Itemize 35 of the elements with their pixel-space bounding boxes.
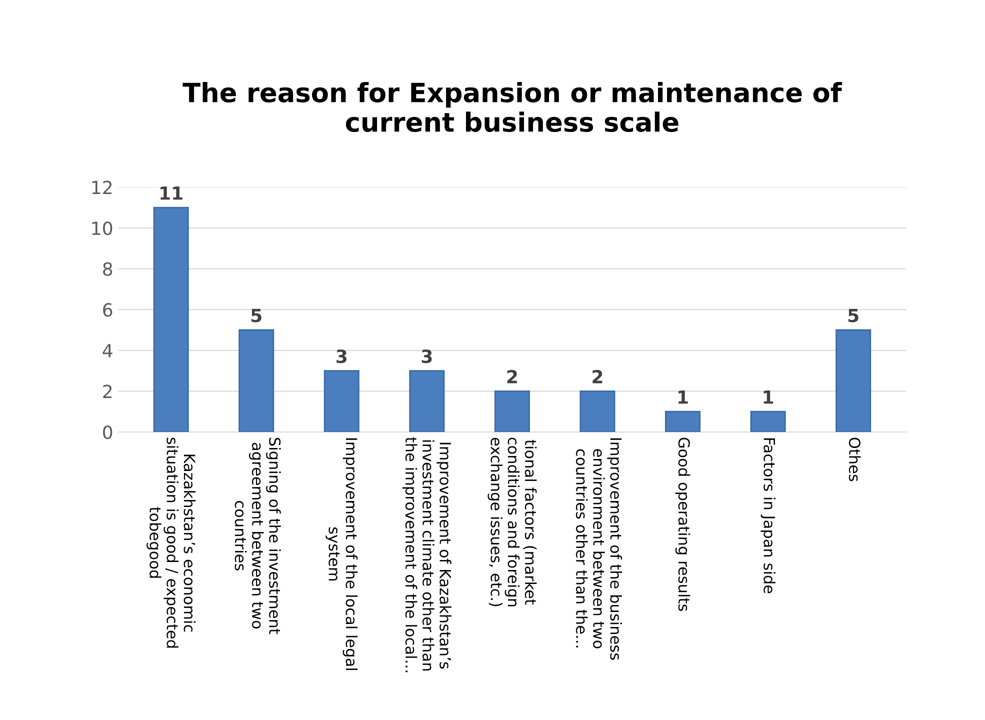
x-tick-label: Good operating results — [675, 438, 690, 611]
data-label: 11 — [160, 186, 182, 200]
data-label: 3 — [422, 349, 432, 364]
data-label: 2 — [592, 370, 602, 384]
y-tick-label: 8 — [103, 262, 112, 276]
chart-title: The reason for Expansion or maintenance of current business scale — [182, 82, 842, 132]
bar — [494, 390, 530, 432]
data-label: 5 — [848, 308, 858, 322]
y-tick-label: 4 — [102, 344, 112, 358]
x-tick-label: Othes — [848, 438, 861, 482]
bar — [153, 206, 189, 432]
data-label: 1 — [678, 390, 688, 404]
y-tick-label: 12 — [92, 180, 112, 194]
x-tick-label: Improvement of the local legal system — [326, 438, 358, 670]
bar — [750, 410, 786, 432]
bar — [836, 329, 872, 432]
x-tick-label: Factors in Japan side — [760, 438, 776, 594]
data-label: 2 — [507, 370, 517, 384]
bar — [238, 329, 274, 432]
y-tick-label: 6 — [103, 303, 112, 317]
bar — [409, 370, 445, 432]
bar — [580, 390, 616, 432]
bar — [665, 410, 701, 432]
bar — [324, 370, 360, 432]
data-label: 5 — [251, 308, 262, 322]
y-tick-label: 10 — [92, 221, 112, 236]
x-tick-label: Improvement of the business environment between two countries other than the... — [576, 438, 622, 660]
data-label: 1 — [764, 390, 774, 404]
x-tick-label: Improvement of Kazakhstan’s investment climate other than the improvement of the local... — [402, 437, 452, 672]
x-tick-label: Signing of the investment agreement between two countries — [234, 438, 281, 634]
x-tick-label: Kazakhstan’s economic situation is good / expected tobegood — [146, 438, 196, 648]
y-tick-label: 0 — [103, 425, 112, 440]
y-tick-label: 2 — [103, 384, 112, 398]
data-label: 3 — [336, 349, 346, 364]
x-tick-label: tional factors (market conditions and foreign exchange issues, etc.) — [488, 438, 537, 606]
